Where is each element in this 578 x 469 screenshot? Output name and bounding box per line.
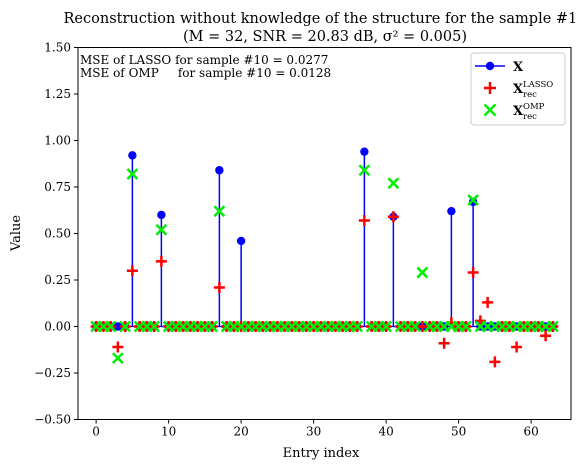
x-axis-label: Entry index (283, 446, 360, 461)
legend-entry-omp: X rec OMP (483, 102, 545, 122)
omp-marker (213, 205, 226, 218)
x-tick-label: 10 (161, 425, 176, 439)
x-marker (360, 147, 369, 156)
x-marker (128, 151, 137, 160)
lasso-marker (482, 296, 494, 308)
omp-marker (126, 168, 139, 180)
x-marker (157, 210, 166, 220)
omp-marker (409, 320, 422, 333)
svg-text:X: X (513, 60, 524, 75)
x-tick-label: 60 (523, 425, 538, 439)
omp-marker (111, 352, 124, 365)
x-marker (447, 206, 456, 216)
omp-marker (459, 320, 472, 333)
y-tick-label: −0.25 (34, 366, 71, 380)
y-tick-label: 0.50 (44, 227, 71, 241)
omp-marker (351, 320, 364, 333)
omp-marker (104, 320, 117, 333)
y-tick-label: 0.00 (44, 320, 71, 334)
omp-marker (467, 194, 480, 206)
legend-entry-x: X (475, 60, 524, 75)
y-tick-label: 0.25 (44, 273, 71, 287)
lasso-marker (540, 330, 552, 342)
plot-area (90, 147, 559, 368)
y-tick-label: −0.50 (34, 413, 71, 427)
y-tick-label: 1.25 (44, 87, 71, 101)
omp-marker (155, 223, 168, 236)
y-tick-label: 1.00 (44, 134, 71, 148)
chart-title-line2: (M = 32, SNR = 20.83 dB, σ² = 0.005) (183, 29, 467, 45)
omp-marker (358, 164, 371, 177)
lasso-marker (467, 267, 479, 279)
svg-text:rec: rec (523, 112, 537, 122)
x-axis-ticks: 0 10 20 30 40 50 60 (92, 419, 539, 439)
lasso-marker (474, 315, 486, 327)
lasso-marker (511, 341, 523, 353)
omp-marker (380, 320, 393, 333)
legend-entry-lasso: X rec LASSO (484, 80, 553, 100)
omp-marker (206, 320, 219, 333)
x-marker (236, 236, 246, 246)
x-marker (113, 322, 123, 331)
lasso-marker (155, 255, 167, 267)
y-axis-ticks: −0.50 −0.25 0.00 0.25 0.50 0.75 1.00 1.25 1.50 (34, 41, 78, 427)
omp-marker (416, 266, 429, 279)
mse-lasso-annotation: MSE of LASSO for sample #10 = 0.0277 (80, 53, 328, 67)
lasso-marker (358, 214, 370, 226)
svg-text:OMP: OMP (523, 102, 545, 112)
lasso-marker (112, 341, 124, 353)
chart-title-line1: Reconstruction without knowledge of the … (64, 11, 578, 27)
omp-marker (546, 320, 559, 333)
lasso-marker (126, 265, 138, 277)
y-tick-label: 0.75 (44, 180, 71, 194)
svg-text:X: X (513, 104, 524, 119)
y-tick-label: 1.50 (44, 41, 71, 55)
omp-marker (119, 320, 132, 333)
lasso-marker (489, 356, 501, 368)
x-tick-label: 20 (233, 425, 248, 439)
omp-marker (387, 177, 400, 190)
y-axis-label: Value (9, 215, 24, 252)
x-marker (215, 166, 224, 175)
x-tick-label: 0 (92, 425, 100, 439)
svg-text:X: X (513, 82, 524, 97)
lasso-marker (387, 211, 399, 223)
svg-text:LASSO: LASSO (523, 80, 553, 90)
svg-text:rec: rec (523, 90, 537, 100)
omp-marker (148, 320, 161, 333)
legend: X X rec LASSO X rec OMP (470, 52, 566, 126)
mse-omp-annotation: MSE of OMP for sample #10 = 0.0128 (80, 66, 331, 80)
lasso-marker (438, 337, 450, 349)
x-tick-label: 40 (378, 425, 393, 439)
lasso-marker (213, 281, 225, 293)
x-tick-label: 50 (451, 425, 466, 439)
x-marker (468, 197, 478, 207)
x-tick-label: 30 (306, 425, 321, 439)
